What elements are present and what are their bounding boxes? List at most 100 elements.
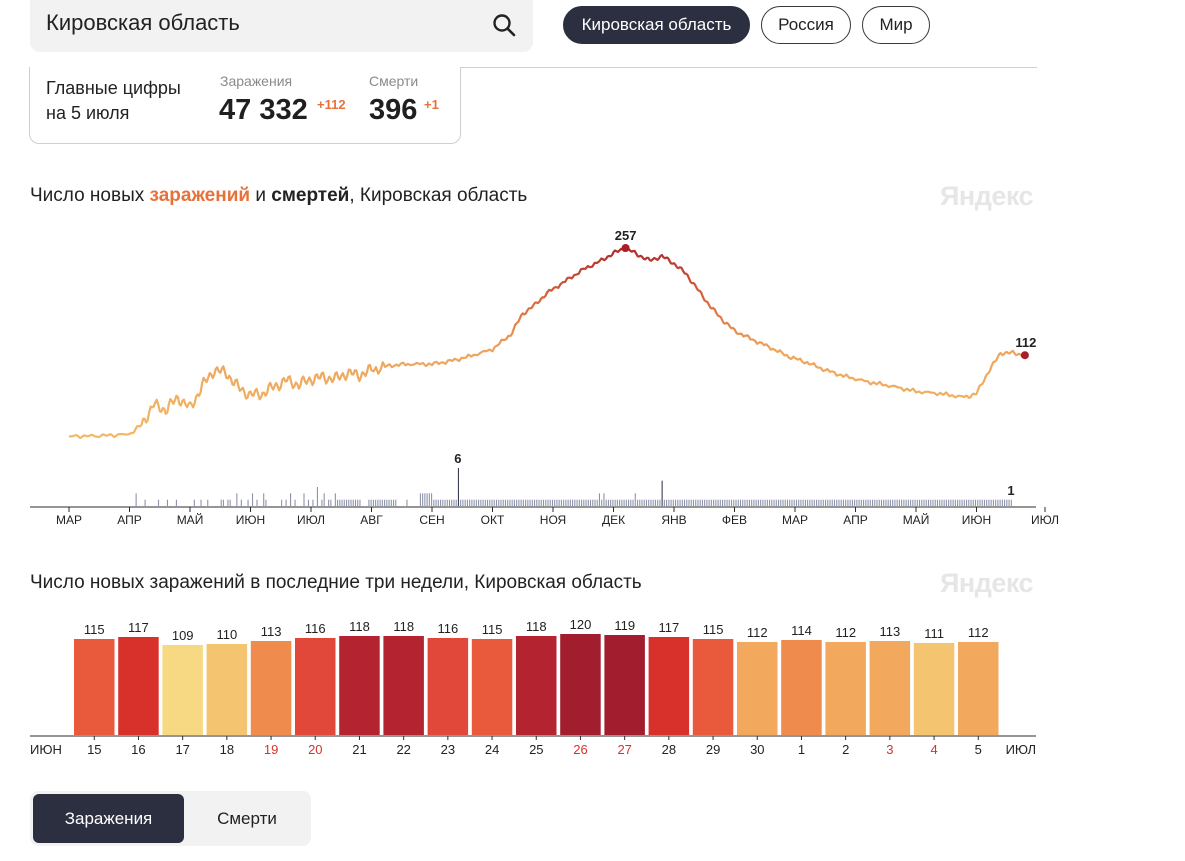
chart2-day-label: 3 (886, 742, 893, 757)
search-icon[interactable] (491, 12, 517, 38)
chart2-day-label: 22 (396, 742, 410, 757)
death-bar (220, 499, 222, 506)
death-bar (959, 499, 961, 506)
death-bar (330, 499, 332, 506)
death-bar (1006, 499, 1008, 506)
chart1-tick-label: АПР (117, 513, 142, 527)
death-bar (473, 499, 475, 506)
death-bar (863, 499, 865, 506)
death-bar (943, 499, 945, 506)
death-bar (251, 493, 254, 506)
death-bar (860, 499, 862, 506)
death-bar (833, 499, 836, 506)
header-divider (30, 67, 1037, 68)
day-bar (913, 643, 955, 735)
peak-label: 257 (615, 228, 637, 243)
death-bar (386, 499, 388, 506)
death-bar (444, 499, 446, 506)
day-bar (737, 642, 778, 735)
death-bar (348, 499, 350, 506)
death-bar (921, 499, 923, 506)
death-bar (795, 499, 797, 506)
death-bar (538, 499, 540, 506)
chart1-tick-label: ЯНВ (661, 513, 686, 527)
death-bar (974, 499, 977, 506)
infections-delta: +112 (317, 97, 346, 112)
toggle-infections-button[interactable]: Заражения (33, 794, 184, 843)
day-bar-value: 114 (791, 623, 812, 638)
death-bar (453, 499, 455, 506)
death-bar (634, 493, 636, 506)
death-bar (578, 499, 580, 506)
toggle-deaths-button[interactable]: Смерти (217, 809, 277, 828)
region-tab-kirov[interactable]: Кировская область (563, 6, 750, 44)
death-bar (925, 499, 927, 506)
death-bar (992, 499, 994, 506)
death-bar (426, 493, 428, 506)
death-bar (478, 499, 480, 506)
death-bar (632, 499, 634, 506)
death-bar (265, 499, 267, 506)
day-bar (692, 639, 734, 735)
death-bar (822, 499, 824, 506)
death-bar (343, 499, 345, 506)
death-bar (587, 499, 589, 506)
yandex-watermark-1: Яндекс (940, 181, 1034, 211)
search-box[interactable]: Кировская область (30, 0, 533, 52)
death-bar (771, 499, 773, 506)
death-bar (511, 499, 513, 506)
death-bar (556, 499, 558, 506)
death-bar (836, 499, 838, 506)
death-bar (789, 499, 791, 506)
search-input[interactable]: Кировская область (46, 10, 240, 35)
death-bar (932, 499, 934, 506)
chart2-day-label: 4 (930, 742, 937, 757)
day-bar-value: 115 (84, 622, 105, 637)
death-bar (670, 499, 672, 506)
death-bar (704, 499, 706, 506)
death-bar (236, 493, 238, 506)
death-bar (988, 499, 990, 506)
death-bar (359, 499, 361, 506)
death-bar (706, 499, 708, 506)
death-bar (639, 499, 641, 506)
chart2-day-label: 19 (264, 742, 278, 757)
death-bar (983, 499, 985, 506)
day-bar (250, 641, 292, 735)
death-bar (466, 499, 468, 506)
death-bar (337, 499, 339, 506)
death-bar (715, 499, 717, 506)
death-bar (666, 499, 668, 506)
region-tab-world[interactable]: Мир (862, 6, 930, 44)
death-bar (710, 499, 712, 506)
death-bar (986, 499, 988, 506)
death-bar (769, 499, 771, 506)
infections-label: Заражения (220, 73, 293, 89)
chart2-day-label: 18 (220, 742, 234, 757)
death-bar (918, 499, 921, 506)
death-bar (648, 499, 650, 506)
death-bar (766, 499, 768, 506)
day-bar (339, 636, 380, 735)
chart2-start-month: ИЮН (30, 742, 62, 757)
death-bar (1004, 499, 1006, 506)
death-bar (256, 499, 258, 506)
chart2-day-label: 5 (975, 742, 982, 757)
death-bar (804, 499, 806, 506)
death-bar (135, 493, 137, 506)
death-bar (285, 499, 287, 506)
death-bar (748, 499, 750, 506)
death-bar (659, 499, 661, 506)
death-bar (144, 499, 146, 506)
day-bar-value: 111 (924, 626, 944, 641)
region-tab-russia[interactable]: Россия (761, 6, 851, 44)
chart2-day-label: 26 (573, 742, 587, 757)
death-bar (166, 499, 169, 506)
death-bar (880, 499, 883, 506)
death-bar (760, 499, 762, 506)
day-bar (206, 644, 248, 735)
death-bar (894, 499, 896, 506)
day-bar-value: 117 (659, 620, 680, 635)
death-bar (746, 499, 748, 506)
death-bar (623, 499, 625, 506)
